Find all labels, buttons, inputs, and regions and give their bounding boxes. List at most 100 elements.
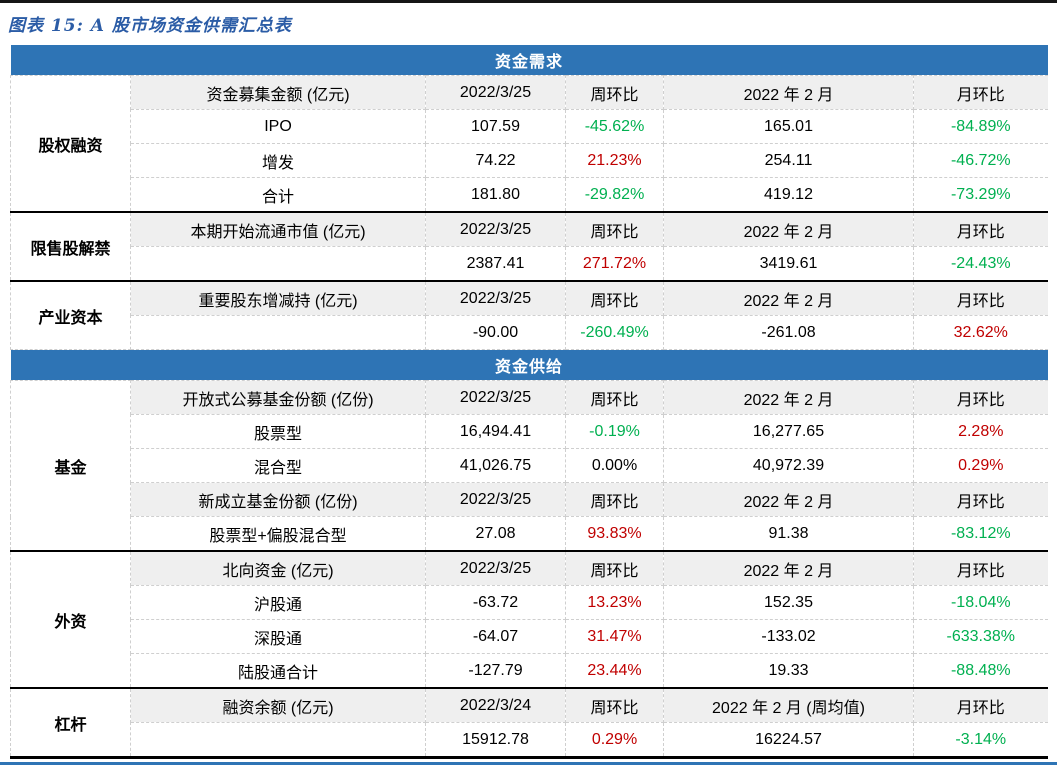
table-row-ipo: IPO 107.59 -45.62% 165.01 -84.89% bbox=[11, 109, 1048, 144]
wow-pct: 21.23% bbox=[565, 143, 664, 178]
band-supply-label: 资金供给 bbox=[10, 349, 1048, 381]
foreign-date-header: 2022/3/25 bbox=[425, 550, 566, 586]
table-row-industrial-value: -90.00 -260.49% -261.08 32.62% bbox=[11, 315, 1048, 350]
mom-pct: -633.38% bbox=[912, 619, 1048, 654]
row-label: IPO bbox=[130, 109, 426, 144]
week-value: 16,494.41 bbox=[425, 414, 566, 449]
industrial-wow-header: 周环比 bbox=[565, 280, 664, 316]
equity-wow-header: 周环比 bbox=[565, 75, 664, 110]
row-label: 股票型+偏股混合型 bbox=[130, 516, 426, 552]
month-value: 16,277.65 bbox=[663, 414, 914, 449]
row-label: 增发 bbox=[130, 143, 426, 178]
row-label: 陆股通合计 bbox=[130, 653, 426, 689]
table-row-stock-fund: 股票型 16,494.41 -0.19% 16,277.65 2.28% bbox=[11, 414, 1048, 449]
new-fund-wow-header: 周环比 bbox=[565, 482, 664, 517]
fund-date-header: 2022/3/25 bbox=[425, 380, 566, 415]
new-fund-date-header: 2022/3/25 bbox=[425, 482, 566, 517]
month-value: -133.02 bbox=[663, 619, 914, 654]
new-fund-header-row: 新成立基金份额 (亿份) 2022/3/25 周环比 2022 年 2 月 月环… bbox=[11, 482, 1048, 517]
industrial-metric-label: 重要股东增减持 (亿元) bbox=[130, 280, 426, 316]
leverage-header-row: 杠杆 融资余额 (亿元) 2022/3/24 周环比 2022 年 2 月 (周… bbox=[10, 687, 1048, 758]
unlock-mom-header: 月环比 bbox=[912, 211, 1048, 247]
week-value: 2387.41 bbox=[425, 246, 566, 282]
top-rule bbox=[0, 0, 1057, 3]
unlock-metric-label: 本期开始流通市值 (亿元) bbox=[130, 211, 426, 247]
mom-pct: -24.43% bbox=[912, 246, 1048, 282]
row-label: 深股通 bbox=[130, 619, 426, 654]
wow-pct: 271.72% bbox=[565, 246, 664, 282]
month-value: 165.01 bbox=[663, 109, 914, 144]
mom-pct: -18.04% bbox=[912, 585, 1048, 620]
row-label: 沪股通 bbox=[130, 585, 426, 620]
wow-pct: -29.82% bbox=[565, 177, 664, 213]
equity-metric-label: 资金募集金额 (亿元) bbox=[130, 75, 426, 110]
foreign-header-row: 外资 北向资金 (亿元) 2022/3/25 周环比 2022 年 2 月 月环… bbox=[10, 550, 1048, 689]
wow-pct: 0.00% bbox=[565, 448, 664, 483]
table-row-new-fund-value: 股票型+偏股混合型 27.08 93.83% 91.38 -83.12% bbox=[11, 516, 1048, 552]
table-row-total: 合计 181.80 -29.82% 419.12 -73.29% bbox=[11, 177, 1048, 213]
section-name-funds: 基金 bbox=[10, 380, 131, 552]
equity-mom-header: 月环比 bbox=[912, 75, 1048, 110]
section-name-foreign-capital: 外资 bbox=[10, 550, 131, 689]
table-row-margin-balance: 15912.78 0.29% 16224.57 -3.14% bbox=[11, 722, 1048, 758]
wow-pct: 31.47% bbox=[565, 619, 664, 654]
leverage-metric-label: 融资余额 (亿元) bbox=[130, 687, 426, 723]
table-row-seo: 增发 74.22 21.23% 254.11 -46.72% bbox=[11, 143, 1048, 178]
month-value: 91.38 bbox=[663, 516, 914, 552]
leverage-mom-header: 月环比 bbox=[912, 687, 1048, 723]
week-value: 107.59 bbox=[425, 109, 566, 144]
new-fund-month-header: 2022 年 2 月 bbox=[663, 482, 914, 517]
section-name-industrial-capital: 产业资本 bbox=[10, 280, 131, 350]
table-row-connect-total: 陆股通合计 -127.79 23.44% 19.33 -88.48% bbox=[11, 653, 1048, 689]
new-fund-metric-label: 新成立基金份额 (亿份) bbox=[130, 482, 426, 517]
leverage-wow-header: 周环比 bbox=[565, 687, 664, 723]
equity-month-header: 2022 年 2 月 bbox=[663, 75, 914, 110]
month-value: 152.35 bbox=[663, 585, 914, 620]
mom-pct: -46.72% bbox=[912, 143, 1048, 178]
equity-date-header: 2022/3/25 bbox=[425, 75, 566, 110]
figure-title: 图表 15: A 股市场资金供需汇总表 bbox=[8, 16, 292, 36]
month-value: 16224.57 bbox=[663, 722, 914, 758]
fund-wow-header: 周环比 bbox=[565, 380, 664, 415]
week-value: -90.00 bbox=[425, 315, 566, 350]
foreign-mom-header: 月环比 bbox=[912, 550, 1048, 586]
week-value: 181.80 bbox=[425, 177, 566, 213]
month-value: 3419.61 bbox=[663, 246, 914, 282]
week-value: -63.72 bbox=[425, 585, 566, 620]
band-demand-label: 资金需求 bbox=[10, 45, 1048, 76]
wow-pct: 23.44% bbox=[565, 653, 664, 689]
section-name-leverage: 杠杆 bbox=[10, 687, 131, 758]
week-value: -127.79 bbox=[425, 653, 566, 689]
table-row-hybrid-fund: 混合型 41,026.75 0.00% 40,972.39 0.29% bbox=[11, 448, 1048, 483]
section-name-share-unlock: 限售股解禁 bbox=[10, 211, 131, 282]
mom-pct: 2.28% bbox=[912, 414, 1048, 449]
week-value: 74.22 bbox=[425, 143, 566, 178]
week-value: 15912.78 bbox=[425, 722, 566, 758]
equity-header-row: 股权融资 资金募集金额 (亿元) 2022/3/25 周环比 2022 年 2 … bbox=[10, 75, 1048, 213]
unlock-header-row: 限售股解禁 本期开始流通市值 (亿元) 2022/3/25 周环比 2022 年… bbox=[10, 211, 1048, 282]
month-value: -261.08 bbox=[663, 315, 914, 350]
month-value: 419.12 bbox=[663, 177, 914, 213]
wow-pct: 13.23% bbox=[565, 585, 664, 620]
mom-pct: 32.62% bbox=[912, 315, 1048, 350]
wow-pct: -45.62% bbox=[565, 109, 664, 144]
month-value: 254.11 bbox=[663, 143, 914, 178]
week-value: 27.08 bbox=[425, 516, 566, 552]
week-value: -64.07 bbox=[425, 619, 566, 654]
wow-pct: -0.19% bbox=[565, 414, 664, 449]
row-label: 股票型 bbox=[130, 414, 426, 449]
row-label bbox=[130, 315, 426, 350]
band-row-supply: 资金供给 bbox=[10, 349, 1048, 381]
foreign-metric-label: 北向资金 (亿元) bbox=[130, 550, 426, 586]
row-label: 混合型 bbox=[130, 448, 426, 483]
mom-pct: -84.89% bbox=[912, 109, 1048, 144]
table-row-unlock-value: 2387.41 271.72% 3419.61 -24.43% bbox=[11, 246, 1048, 282]
bottom-rule bbox=[0, 762, 1057, 765]
industrial-date-header: 2022/3/25 bbox=[425, 280, 566, 316]
unlock-wow-header: 周环比 bbox=[565, 211, 664, 247]
foreign-month-header: 2022 年 2 月 bbox=[663, 550, 914, 586]
mom-pct: 0.29% bbox=[912, 448, 1048, 483]
fund-header-row: 基金 开放式公募基金份额 (亿份) 2022/3/25 周环比 2022 年 2… bbox=[10, 380, 1048, 552]
wow-pct: 0.29% bbox=[565, 722, 664, 758]
table-row-sh-connect: 沪股通 -63.72 13.23% 152.35 -18.04% bbox=[11, 585, 1048, 620]
